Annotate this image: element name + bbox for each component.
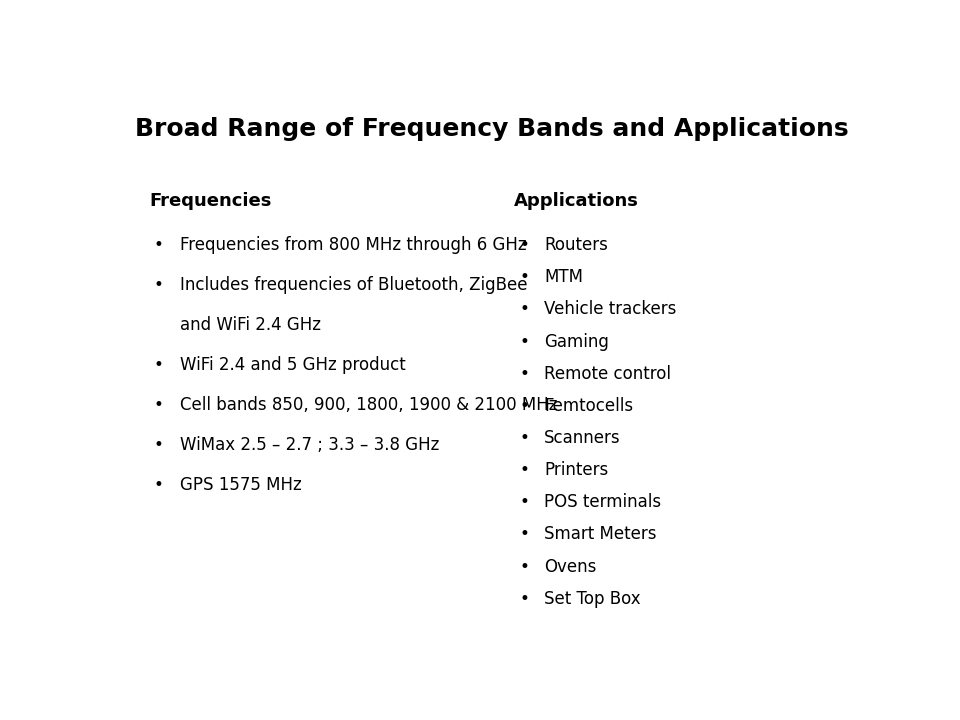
Text: Remote control: Remote control <box>544 365 671 383</box>
Text: •: • <box>519 269 529 287</box>
Text: •: • <box>519 429 529 447</box>
Text: Ovens: Ovens <box>544 558 596 576</box>
Text: Printers: Printers <box>544 462 609 480</box>
Text: •: • <box>519 558 529 576</box>
Text: Applications: Applications <box>515 192 639 210</box>
Text: •: • <box>519 526 529 544</box>
Text: WiMax 2.5 – 2.7 ; 3.3 – 3.8 GHz: WiMax 2.5 – 2.7 ; 3.3 – 3.8 GHz <box>180 436 439 454</box>
Text: •: • <box>519 397 529 415</box>
Text: •: • <box>519 236 529 254</box>
Text: POS terminals: POS terminals <box>544 493 661 511</box>
Text: and WiFi 2.4 GHz: and WiFi 2.4 GHz <box>180 316 321 334</box>
Text: •: • <box>154 436 163 454</box>
Text: •: • <box>519 333 529 351</box>
Text: Vehicle trackers: Vehicle trackers <box>544 300 677 318</box>
Text: •: • <box>154 276 163 294</box>
Text: Smart Meters: Smart Meters <box>544 526 657 544</box>
Text: •: • <box>154 236 163 254</box>
Text: MTM: MTM <box>544 269 583 287</box>
Text: •: • <box>519 365 529 383</box>
Text: Femtocells: Femtocells <box>544 397 634 415</box>
Text: Routers: Routers <box>544 236 608 254</box>
Text: •: • <box>519 300 529 318</box>
Text: Cell bands 850, 900, 1800, 1900 & 2100 MHz: Cell bands 850, 900, 1800, 1900 & 2100 M… <box>180 396 557 414</box>
Text: Broad Range of Frequency Bands and Applications: Broad Range of Frequency Bands and Appli… <box>135 117 849 141</box>
Text: Frequencies: Frequencies <box>150 192 272 210</box>
Text: •: • <box>519 493 529 511</box>
Text: Gaming: Gaming <box>544 333 609 351</box>
Text: •: • <box>154 396 163 414</box>
Text: •: • <box>154 356 163 374</box>
Text: Set Top Box: Set Top Box <box>544 590 640 608</box>
Text: Scanners: Scanners <box>544 429 621 447</box>
Text: Includes frequencies of Bluetooth, ZigBee: Includes frequencies of Bluetooth, ZigBe… <box>180 276 527 294</box>
Text: GPS 1575 MHz: GPS 1575 MHz <box>180 476 301 494</box>
Text: •: • <box>519 590 529 608</box>
Text: WiFi 2.4 and 5 GHz product: WiFi 2.4 and 5 GHz product <box>180 356 405 374</box>
Text: •: • <box>154 476 163 494</box>
Text: Frequencies from 800 MHz through 6 GHz: Frequencies from 800 MHz through 6 GHz <box>180 236 526 254</box>
Text: •: • <box>519 462 529 480</box>
